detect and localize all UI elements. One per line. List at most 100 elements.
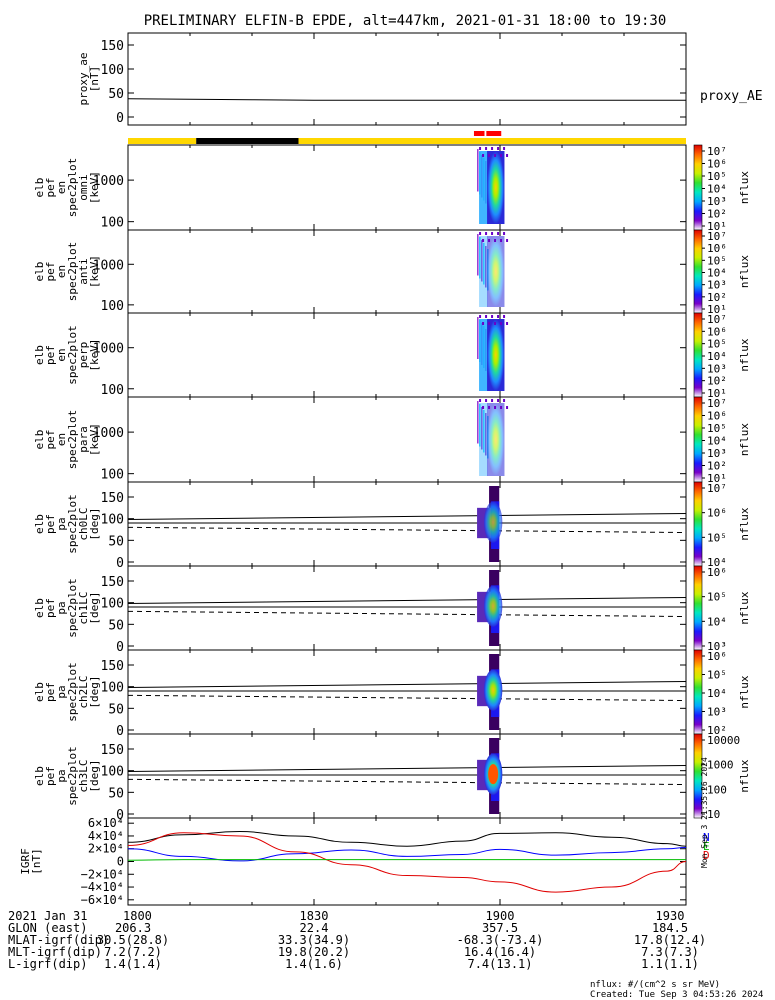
- footer-row-value: 206.3: [115, 921, 151, 935]
- igrf-ytick-label: 2×10⁴: [88, 842, 124, 856]
- anti-colorbar-tick-label: 10⁵: [707, 254, 727, 267]
- perp-ylabel-line: en: [55, 348, 68, 361]
- omni-colorbar: [693, 144, 703, 231]
- footer-row-value: 7.4(13.1): [467, 957, 532, 971]
- para-spectrogram-cell: [483, 410, 485, 453]
- footer-row-value: 16.4(16.4): [464, 945, 536, 959]
- omni-spectrogram-cell: [503, 147, 506, 150]
- ch3LC-ylabel-line: pa: [55, 769, 68, 782]
- perp-ylabel-line: [keV]: [88, 338, 101, 371]
- footer-row-value: 1800: [123, 909, 152, 923]
- perp-colorbar-tick-label: 10⁵: [707, 338, 727, 351]
- para-colorbar-tick-label: 10⁴: [707, 435, 727, 448]
- ch3LC-ylabel-line: elb: [33, 766, 46, 786]
- ch3LC-spectrogram: [477, 738, 503, 814]
- omni-ytick-label: 100: [101, 216, 124, 231]
- ch2LC-colorbar: [693, 649, 703, 735]
- omni-spectrogram-cell: [491, 147, 494, 150]
- igrf-ytick-label: −2×10⁴: [81, 867, 124, 881]
- anti-spectrogram-cell: [506, 239, 509, 242]
- ch0LC-ylabel-line: ch0LC: [77, 507, 90, 540]
- proxy_ae-ytick-label: 50: [108, 87, 124, 102]
- ch2LC-ylabel-line: spec2plot: [66, 662, 79, 722]
- ch3LC-colorbar: [693, 733, 703, 819]
- anti-colorbar-tick-label: 10²: [707, 291, 727, 304]
- perp-ylabel-line: spec2plot: [66, 325, 79, 385]
- anti-ylabel-line: spec2plot: [66, 242, 79, 302]
- footer-row-value: 1830: [300, 909, 329, 923]
- ch1LC-ylabel-line: spec2plot: [66, 578, 79, 638]
- ch0LC-colorbar-tick-label: 10⁴: [707, 556, 727, 569]
- footer-row-value: 1.1(1.1): [641, 957, 699, 971]
- omni-spectrogram-cell: [482, 154, 485, 157]
- ch3LC-ylabel-line: ch3LC: [77, 759, 90, 792]
- state-bar-segment: [298, 138, 686, 144]
- ch2LC-ylabel-line: elb: [33, 682, 46, 702]
- ch0LC-spectrogram: [477, 486, 503, 562]
- ch3LC-ylabel-line: pef: [44, 766, 57, 786]
- ch0LC-frame: [127, 481, 687, 567]
- ch1LC-ylabel-line: [deg]: [88, 591, 101, 624]
- igrf-ylabel-line: IGRF: [19, 848, 32, 875]
- perp-ylabel-line: perp: [77, 342, 90, 369]
- anti-spectrogram-cell: [477, 234, 479, 276]
- igrf-ylabel-line: [nT]: [30, 848, 43, 875]
- omni-ytick-label: 1000: [93, 174, 124, 189]
- anti-ylabel-line: anti: [77, 258, 90, 285]
- omni-ylabel-line: en: [55, 181, 68, 194]
- ch3LC-colorbar-tick-label: 10: [707, 808, 720, 821]
- ch1LC-ylabel-line: pef: [44, 598, 57, 618]
- ch3LC-ylabel-line: spec2plot: [66, 746, 79, 806]
- omni-colorbar-tick-label: 10⁶: [707, 158, 727, 171]
- ch1LC-frame: [127, 565, 687, 651]
- anti-spectrogram-cell: [485, 246, 487, 288]
- para-ytick-label: 1000: [93, 426, 124, 441]
- ch0LC-loss-cone-line: [127, 512, 687, 521]
- perp-spectrogram-cell: [500, 322, 503, 325]
- footer-row-label: MLAT-igrf(dip): [8, 933, 109, 947]
- omni-spectrogram-cell: [497, 147, 500, 150]
- footer-row-value: 1.4(1.6): [285, 957, 343, 971]
- igrf-ytick-label: −4×10⁴: [81, 880, 124, 894]
- ch0LC-ytick-label: 100: [101, 513, 124, 528]
- para-ylabel-line: elb: [33, 430, 46, 450]
- ch3LC-colorbar-tick-label: 10000: [707, 734, 740, 747]
- ch2LC-ytick-label: 50: [108, 702, 124, 717]
- proxy-ae-series-line: [127, 98, 686, 101]
- perp-colorbar-tick-label: 10³: [707, 362, 727, 375]
- igrf-frame: [127, 817, 687, 906]
- para-ylabel-line: [keV]: [88, 423, 101, 456]
- created-note: Created: Tue Sep 3 04:53:26 2024: [590, 990, 763, 1000]
- science-zone-marker: [473, 131, 485, 136]
- perp-spectrogram-cell: [497, 315, 500, 318]
- para-colorbar-tick-label: 10²: [707, 460, 727, 473]
- perp-spectrogram-cell: [506, 322, 509, 325]
- ch1LC-anti-loss-cone-line: [127, 610, 687, 618]
- anti-frame: [127, 229, 687, 314]
- omni-ylabel-line: [keV]: [88, 171, 101, 204]
- ch1LC-spectrogram-cell: [483, 585, 503, 627]
- ch0LC-colorbar-label: nflux: [738, 507, 751, 540]
- ch2LC-colorbar-tick-label: 10²: [707, 724, 727, 737]
- perp-colorbar-label: nflux: [738, 338, 751, 371]
- omni-spectrogram-cell: [500, 154, 503, 157]
- perp-ytick-label: 100: [101, 383, 124, 398]
- ch1LC-colorbar-tick-label: 10⁵: [707, 591, 727, 604]
- footer-row-label: MLT-igrf(dip): [8, 945, 102, 959]
- omni-colorbar-label: nflux: [738, 171, 751, 204]
- ch2LC-spectrogram: [477, 654, 503, 730]
- igrf-ytick-label: 4×10⁴: [88, 829, 124, 843]
- ch1LC-colorbar-tick-label: 10⁶: [707, 566, 727, 579]
- omni-spectrogram-cell: [477, 149, 479, 192]
- anti-colorbar-tick-label: 10⁷: [707, 230, 727, 243]
- ch2LC-colorbar-tick-label: 10³: [707, 706, 727, 719]
- para-ylabel-line: en: [55, 433, 68, 446]
- para-spectrogram-cell: [482, 406, 485, 409]
- side-stamp: Mon Sep 3 21:35:26 2024: [700, 757, 709, 868]
- omni-ylabel-line: elb: [33, 178, 46, 198]
- ch1LC-ylabel-line: pa: [55, 601, 68, 614]
- perp-colorbar-tick-label: 10²: [707, 375, 727, 388]
- ch2LC-loss-cone-line: [127, 680, 687, 689]
- anti-ylabel-line: en: [55, 265, 68, 278]
